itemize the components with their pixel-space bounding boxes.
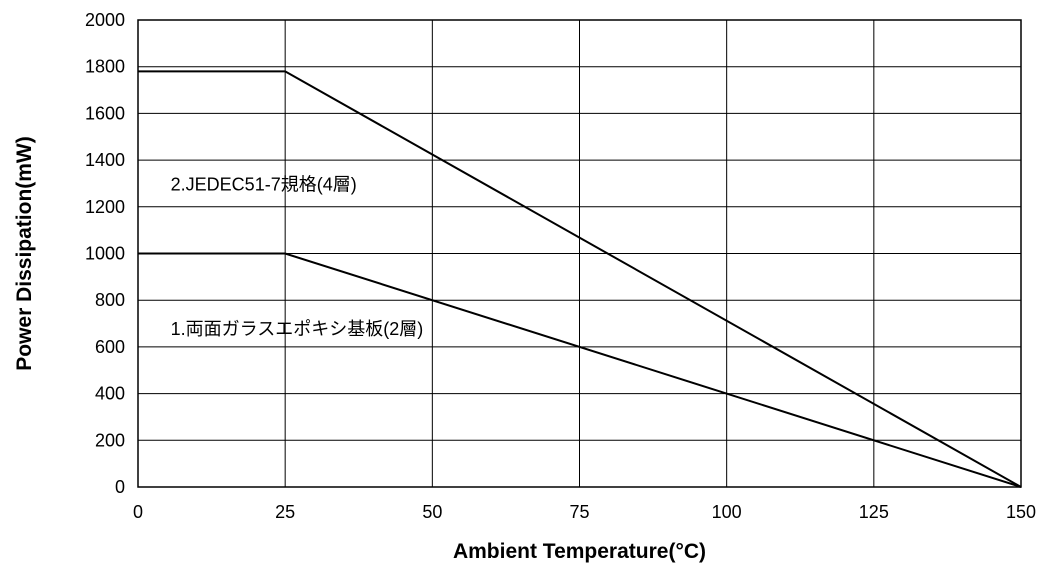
x-axis-label: Ambient Temperature(°C) [453,540,706,563]
x-tick-label: 150 [1006,502,1036,522]
y-axis-label: Power Dissipation(mW) [13,136,36,371]
x-tick-label: 75 [569,502,589,522]
y-tick-label: 1400 [85,150,125,170]
y-tick-label: 1200 [85,197,125,217]
y-tick-label: 800 [95,290,125,310]
y-tick-label: 1600 [85,103,125,123]
x-tick-label: 125 [859,502,889,522]
x-tick-label: 25 [275,502,295,522]
y-tick-label: 0 [115,477,125,497]
y-tick-label: 1800 [85,57,125,77]
annotations: 2.JEDEC51-7規格(4層) 1.両面ガラスエポキシ基板(2層) [171,174,424,339]
y-tick-label: 200 [95,430,125,450]
x-tick-labels: 0 25 50 75 100 125 150 [133,502,1036,522]
x-tick-label: 0 [133,502,143,522]
series-group [138,70,1022,488]
y-tick-labels: 0 200 400 600 800 1000 1200 1400 1600 1800 2000 [85,10,125,497]
x-tick-label: 50 [422,502,442,522]
x-tick-label: 100 [712,502,742,522]
series-line-2 [138,252,1022,488]
series-annotation-2: 1.両面ガラスエポキシ基板(2層) [171,319,424,339]
series-annotation-1: 2.JEDEC51-7規格(4層) [171,174,357,194]
series-line-1 [138,70,1022,488]
y-tick-label: 400 [95,384,125,404]
y-tick-label: 1000 [85,244,125,264]
y-tick-label: 600 [95,337,125,357]
y-tick-label: 2000 [85,10,125,30]
